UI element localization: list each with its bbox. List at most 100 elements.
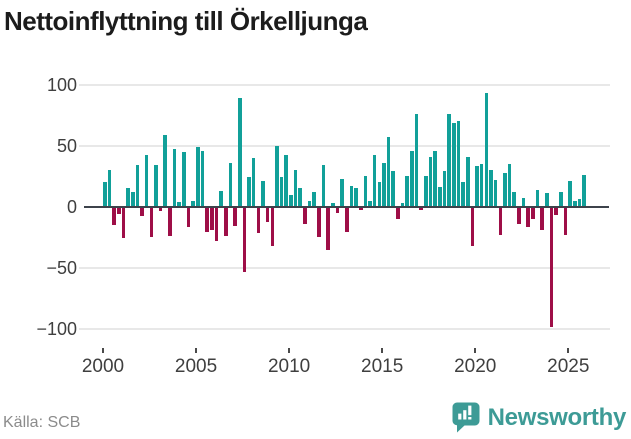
bar-quarter-2015q2 — [386, 137, 391, 207]
bar-quarter-2017q2 — [424, 176, 428, 207]
bar-quarter-2003q1 — [158, 207, 163, 212]
bar-quarter-2011q1 — [307, 200, 312, 207]
bar-quarter-2021q4 — [507, 164, 512, 207]
bar-quarter-2012q4 — [340, 178, 344, 207]
bar-quarter-2024q2 — [554, 207, 558, 215]
bar-quarter-2018q4 — [451, 122, 456, 207]
bar-quarter-2008q4 — [265, 207, 270, 223]
bar-quarter-2001q2 — [126, 188, 130, 207]
bar-quarter-2011q3 — [317, 207, 321, 237]
newsworthy-wordmark: Newsworthy — [487, 403, 627, 431]
bar-quarter-2003q4 — [172, 149, 177, 207]
y-axis-label--50: −50 — [46, 257, 77, 278]
bar-quarter-2021q3 — [503, 172, 507, 207]
bar-quarter-2013q1 — [344, 207, 349, 233]
bar-quarter-2007q2 — [237, 98, 242, 207]
bar-quarter-2012q3 — [335, 207, 340, 213]
gridline-y-50 — [79, 144, 610, 147]
bar-quarter-2014q3 — [372, 155, 377, 207]
bar-quarter-2015q3 — [391, 171, 396, 207]
bar-quarter-2018q3 — [447, 113, 451, 207]
bar-quarter-2014q2 — [368, 200, 372, 207]
bar-quarter-2011q2 — [312, 192, 316, 207]
bar-quarter-2012q1 — [326, 207, 330, 251]
bar-quarter-2021q1 — [493, 179, 498, 207]
bar-quarter-2024q3 — [558, 192, 563, 207]
bar-quarter-2016q1 — [400, 203, 405, 207]
bar-quarter-2009q3 — [279, 177, 284, 207]
bar-quarter-2002q4 — [154, 165, 158, 207]
bar-quarter-2002q3 — [149, 207, 154, 237]
y-axis-label-100: 100 — [46, 74, 77, 95]
bar-quarter-2008q3 — [261, 181, 265, 207]
bar-quarter-2005q4 — [210, 207, 214, 230]
bar-quarter-2025q3 — [577, 199, 582, 207]
bar-quarter-2002q2 — [144, 155, 149, 207]
bar-quarter-2000q3 — [112, 207, 116, 225]
bar-quarter-2005q3 — [205, 207, 209, 233]
bar-quarter-2008q2 — [256, 207, 261, 234]
bar-quarter-2009q2 — [275, 145, 279, 207]
bar-quarter-2010q3 — [298, 188, 303, 207]
bar-quarter-2019q1 — [456, 121, 461, 207]
bar-quarter-2001q4 — [135, 165, 140, 207]
bar-quarter-2000q2 — [107, 170, 112, 207]
x-axis-label-2015: 2015 — [361, 356, 404, 377]
x-axis-tick-2010 — [288, 348, 291, 353]
y-axis-label--100: −100 — [36, 318, 77, 339]
bar-quarter-2005q2 — [200, 150, 205, 207]
bar-quarter-2022q3 — [521, 198, 526, 207]
bar-quarter-2017q1 — [419, 207, 423, 211]
bar-quarter-2006q1 — [214, 207, 219, 241]
bar-quarter-2023q4 — [545, 193, 549, 207]
bar-quarter-2011q4 — [321, 165, 326, 207]
bar-quarter-2008q1 — [251, 157, 256, 207]
bar-quarter-2023q3 — [540, 207, 544, 230]
gridline-y-100 — [79, 83, 610, 86]
bar-quarter-2010q1 — [289, 194, 293, 207]
bar-quarter-2000q1 — [103, 182, 107, 207]
x-axis-tick-2015 — [381, 348, 384, 353]
bar-quarter-2021q2 — [498, 207, 503, 235]
bar-quarter-2004q3 — [186, 207, 191, 228]
bar-quarter-2006q4 — [228, 162, 233, 207]
bar-quarter-2022q4 — [526, 207, 530, 228]
bar-quarter-2005q1 — [196, 146, 200, 207]
gridline-y--50 — [79, 266, 610, 269]
bar-quarter-2023q1 — [531, 207, 535, 219]
bar-quarter-2002q1 — [140, 207, 144, 217]
x-axis-label-2000: 2000 — [81, 356, 125, 377]
bar-quarter-2004q1 — [177, 201, 182, 207]
bar-quarter-2001q1 — [121, 207, 126, 239]
x-axis-label-2020: 2020 — [454, 356, 497, 377]
bar-quarter-2007q4 — [247, 177, 251, 207]
bar-quarter-2015q4 — [396, 207, 400, 219]
bar-quarter-2025q4 — [582, 174, 586, 207]
x-axis-tick-2025 — [567, 348, 570, 353]
bar-quarter-2000q4 — [116, 207, 121, 214]
bar-quarter-2004q2 — [182, 151, 186, 207]
bar-quarter-2020q3 — [484, 93, 489, 207]
bar-quarter-2017q3 — [428, 156, 433, 207]
x-axis-label-2005: 2005 — [174, 356, 218, 377]
source-note: Källa: SCB — [3, 414, 81, 431]
bar-quarter-2016q4 — [414, 113, 419, 207]
bar-quarter-2001q3 — [130, 192, 135, 207]
x-axis-label-2010: 2010 — [267, 356, 311, 377]
bar-quarter-2009q4 — [284, 155, 289, 207]
bar-quarter-2015q1 — [382, 162, 386, 207]
bar-quarter-2010q4 — [303, 207, 307, 224]
bar-quarter-2006q3 — [223, 207, 228, 236]
gridline-y--100 — [79, 327, 610, 330]
x-axis-tick-2000 — [102, 348, 104, 353]
bar-quarter-2016q3 — [410, 150, 414, 207]
bar-quarter-2024q1 — [549, 207, 554, 328]
newsworthy-logo: Newsworthy — [451, 401, 626, 434]
chart-title: Nettoinflyttning till Örkelljunga — [4, 6, 368, 36]
bar-quarter-2018q2 — [442, 171, 447, 207]
bar-quarter-2007q1 — [233, 207, 237, 226]
bar-chart-pin-icon — [452, 402, 480, 433]
bar-quarter-2022q2 — [517, 207, 521, 224]
x-axis-tick-2020 — [474, 348, 477, 353]
